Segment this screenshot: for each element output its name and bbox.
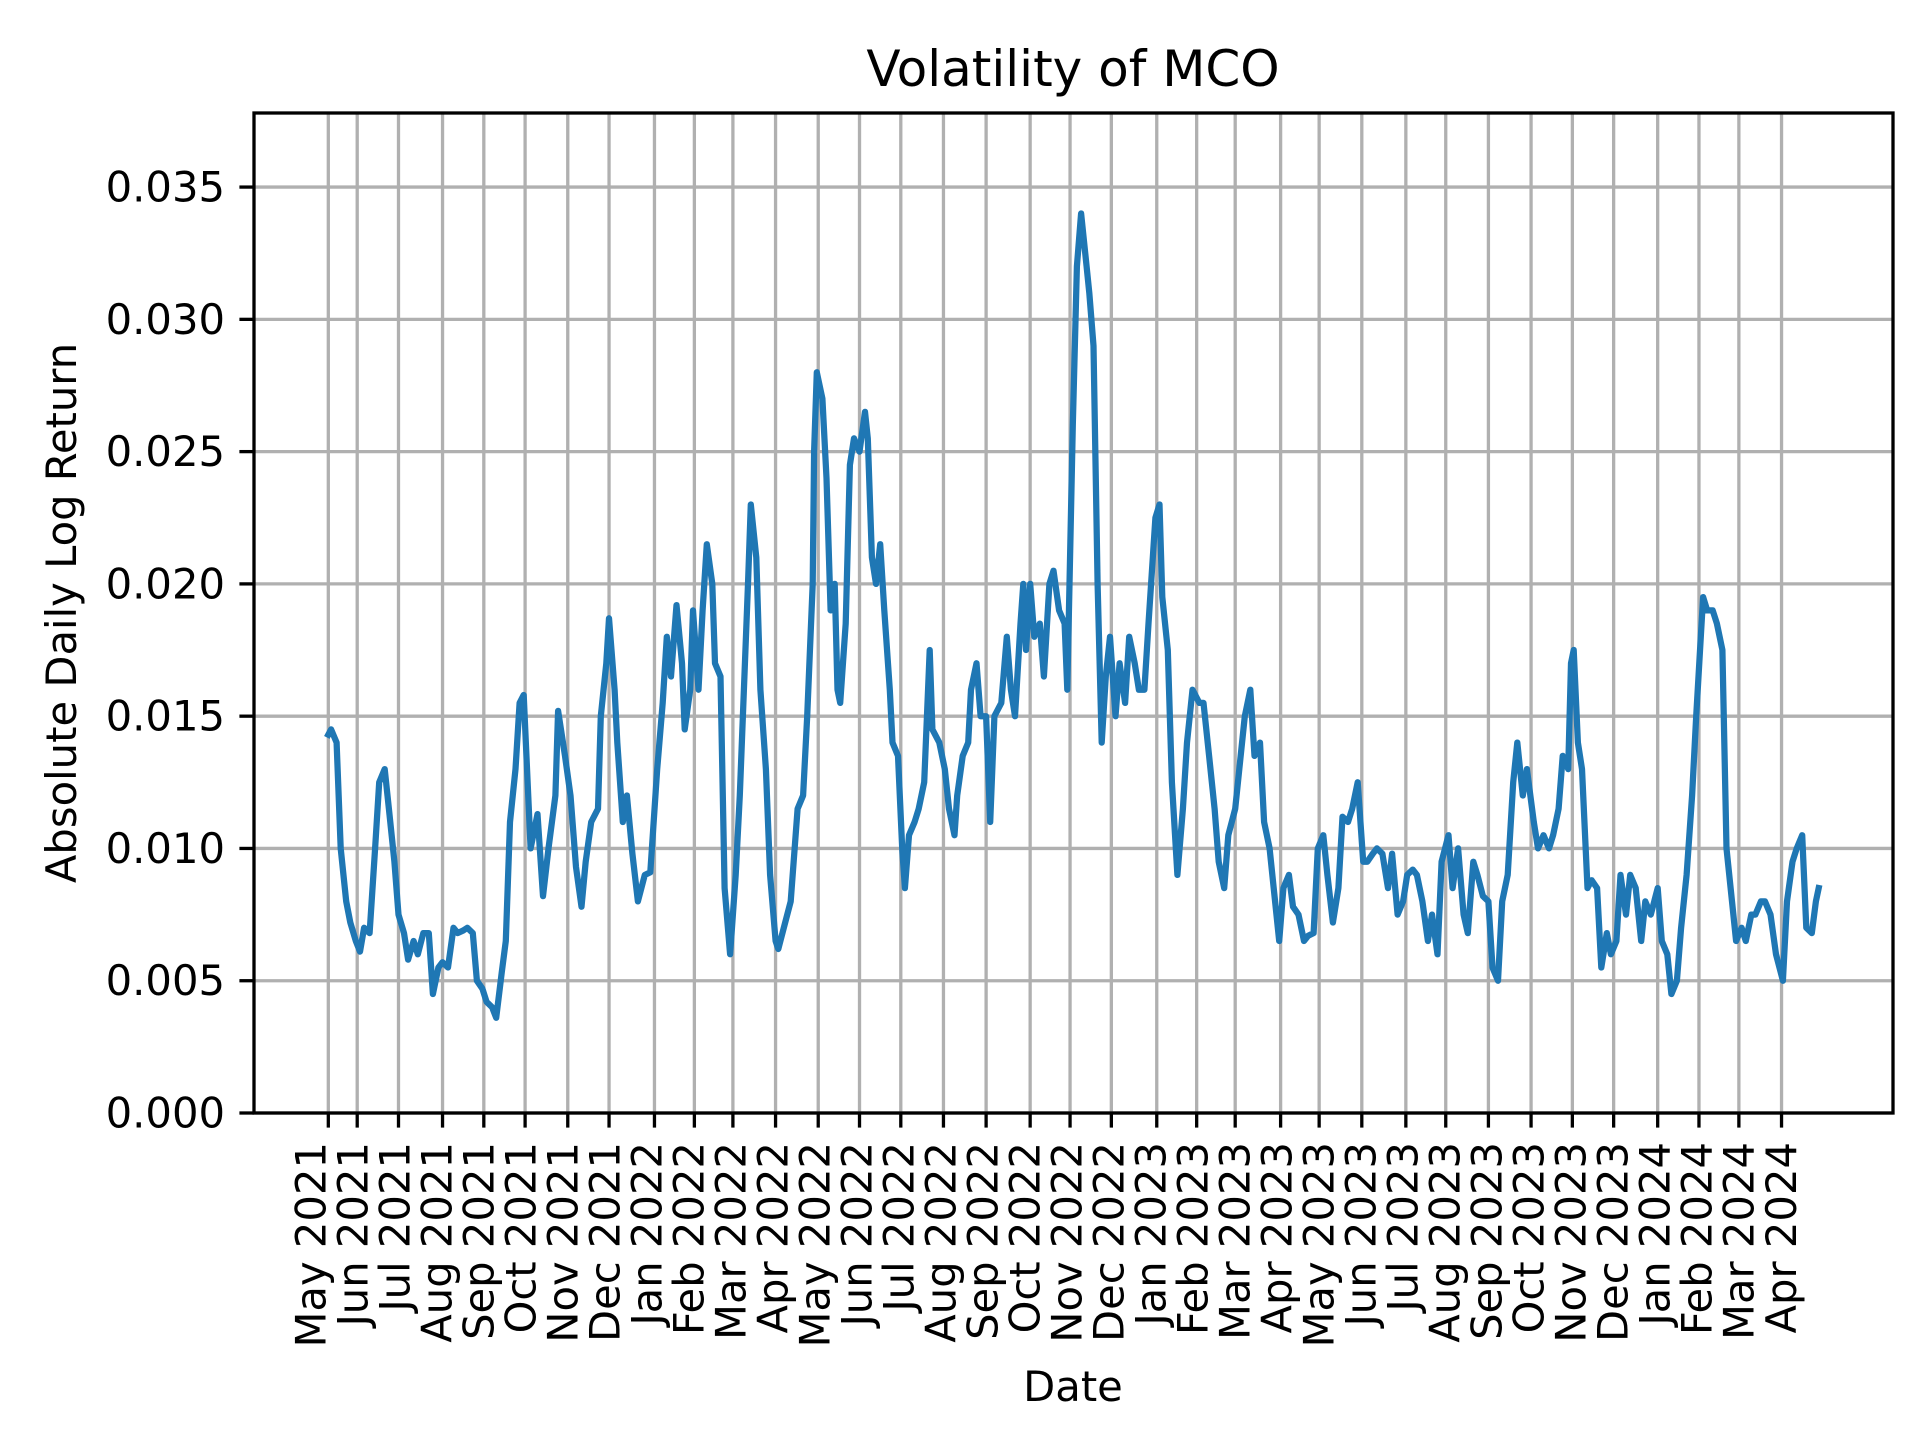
x-tick-label: Mar 2023: [1210, 1142, 1259, 1340]
x-tick-label: May 2022: [790, 1142, 839, 1348]
x-tick-label: Jul 2021: [370, 1142, 419, 1315]
x-tick-label: Sep 2023: [1462, 1142, 1511, 1340]
x-tick-label: Aug 2021: [412, 1142, 461, 1343]
x-tick-label: May 2023: [1294, 1142, 1343, 1348]
x-axis-label: Date: [1023, 1362, 1123, 1411]
x-tick-label: Jul 2023: [1378, 1142, 1427, 1315]
x-tick-label: Dec 2021: [580, 1142, 629, 1342]
x-tick-label: Jun 2022: [832, 1142, 881, 1329]
x-tick-label: Mar 2024: [1714, 1142, 1763, 1340]
plot-area: [324, 210, 1823, 1021]
x-tick-label: Dec 2022: [1084, 1142, 1133, 1342]
x-tick-label: Nov 2023: [1546, 1142, 1595, 1343]
x-tick-label: Jun 2021: [328, 1142, 377, 1329]
x-tick-label: Jan 2024: [1630, 1142, 1679, 1329]
y-tick-label: 0.035: [106, 163, 225, 212]
y-tick-label: 0.005: [106, 956, 225, 1005]
x-tick-label: Feb 2023: [1168, 1142, 1217, 1335]
y-tick-label: 0.025: [106, 427, 225, 476]
y-tick-label: 0.000: [106, 1089, 225, 1138]
volatility-series-line: [324, 210, 1823, 1021]
x-tick-label: Aug 2022: [916, 1142, 965, 1343]
y-axis: 0.000 0.005 0.010 0.015 0.020 0.025 0.030 0.035: [106, 163, 254, 1138]
x-tick-label: Feb 2022: [664, 1142, 713, 1335]
y-tick-label: 0.020: [106, 559, 225, 608]
x-tick-label: Nov 2021: [538, 1142, 587, 1343]
x-tick-label: Jul 2022: [874, 1142, 923, 1315]
x-tick-label: Sep 2021: [454, 1142, 503, 1340]
x-tick-label: Jan 2023: [1126, 1142, 1175, 1329]
x-tick-label: Aug 2023: [1420, 1142, 1469, 1343]
x-tick-label: Jun 2023: [1336, 1142, 1385, 1329]
x-tick-label: Oct 2022: [1000, 1142, 1049, 1333]
y-tick-label: 0.030: [106, 295, 225, 344]
x-tick-label: Feb 2024: [1672, 1142, 1721, 1335]
x-tick-label: Oct 2021: [496, 1142, 545, 1333]
x-tick-label: May 2021: [286, 1142, 335, 1348]
y-tick-label: 0.015: [106, 692, 225, 741]
x-tick-label: Dec 2023: [1588, 1142, 1637, 1342]
axes-frame: [252, 111, 1895, 1115]
x-tick-label: Oct 2023: [1504, 1142, 1553, 1333]
x-tick-label: Jan 2022: [622, 1142, 671, 1329]
x-tick-label: Apr 2024: [1757, 1142, 1806, 1333]
chart-title: Volatility of MCO: [866, 40, 1279, 98]
x-tick-label: Nov 2022: [1042, 1142, 1091, 1343]
x-tick-label: Sep 2022: [958, 1142, 1007, 1340]
y-tick-label: 0.010: [106, 824, 225, 873]
x-tick-label: Apr 2022: [748, 1142, 797, 1333]
x-tick-label: Mar 2022: [706, 1142, 755, 1340]
x-tick-label: Apr 2023: [1252, 1142, 1301, 1333]
y-axis-label: Absolute Daily Log Return: [37, 343, 86, 883]
